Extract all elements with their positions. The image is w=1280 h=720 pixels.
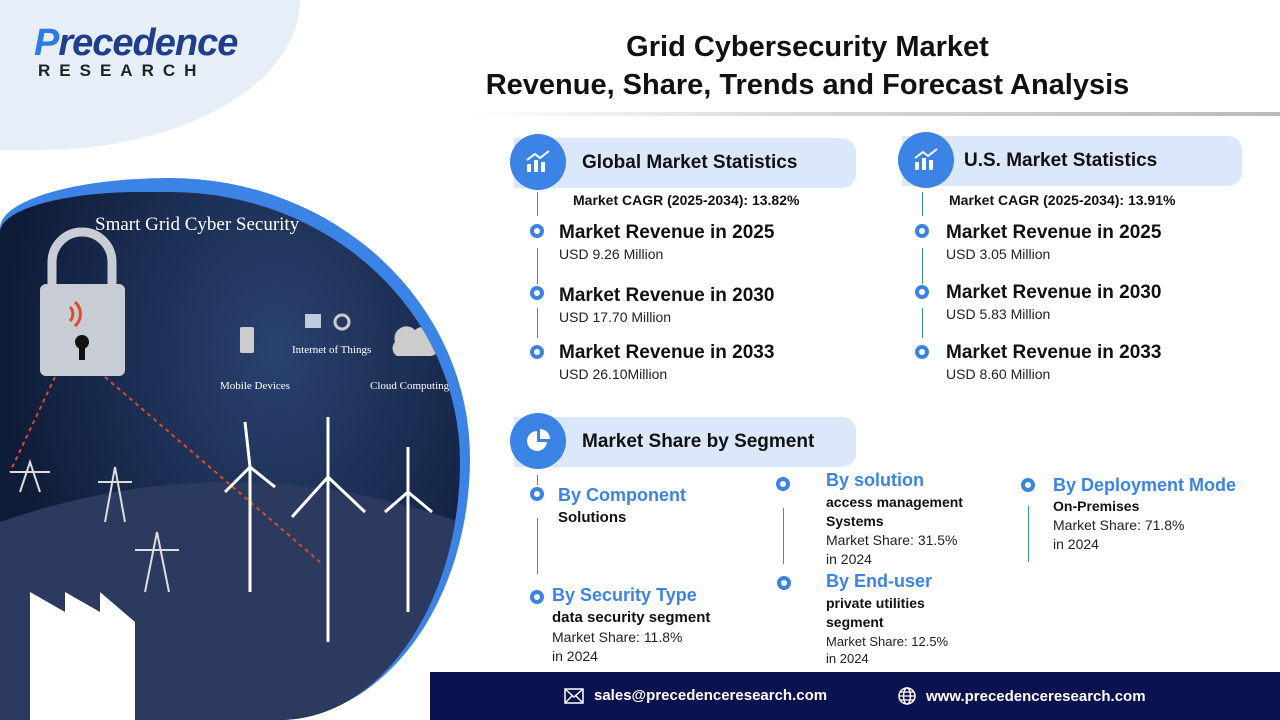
bullet-icon	[915, 345, 929, 359]
component-title: By Component	[558, 485, 686, 505]
mobile-devices-label: Mobile Devices	[220, 380, 290, 392]
wind-turbine-icon	[223, 417, 433, 642]
global-revenue-title: Market Revenue in 2030	[559, 285, 775, 306]
timeline-line	[922, 192, 923, 216]
security-type-share: Market Share: 11.8%	[552, 629, 683, 645]
bullet-icon	[915, 224, 929, 238]
logo-initial: P	[34, 22, 59, 64]
padlock-icon	[40, 227, 125, 376]
end-user-share: Market Share: 12.5%	[826, 634, 949, 649]
timeline-line	[1028, 506, 1029, 562]
timeline-line	[537, 518, 538, 574]
cloud-computing-label: Cloud Computing	[370, 380, 450, 392]
deployment-share: Market Share: 71.8%	[1053, 517, 1185, 533]
us-stats-header: U.S. Market Statistics	[898, 132, 1242, 188]
divider	[470, 112, 1280, 116]
end-user-year: in 2024	[826, 651, 869, 666]
factory-icon	[30, 592, 135, 720]
end-user-title: By End-user	[826, 571, 933, 591]
timeline-line	[922, 248, 923, 284]
logo-word: recedence	[58, 22, 238, 64]
solution-value: access management	[826, 494, 963, 510]
deployment-value: On-Premises	[1053, 498, 1140, 514]
timeline-line	[537, 308, 538, 338]
global-stats-header: Global Market Statistics	[510, 134, 856, 190]
title-line-1: Grid Cybersecurity Market	[626, 31, 989, 63]
smart-grid-illustration: Smart Grid Cyber Security Internet of Th…	[0, 192, 460, 720]
email-link[interactable]: sales@precedenceresearch.com	[594, 687, 828, 704]
solution-title: By solution	[826, 470, 924, 490]
end-user-value: private utilities	[826, 595, 925, 611]
timeline-line	[537, 248, 538, 284]
solution-share: Market Share: 31.5%	[826, 532, 958, 548]
bullet-icon	[1021, 478, 1035, 492]
footer-email[interactable]: sales@precedenceresearch.com	[564, 687, 827, 704]
global-revenue-value: USD 17.70 Million	[559, 309, 672, 325]
segment-header: Market Share by Segment	[510, 413, 856, 469]
footer-website[interactable]: www.precedenceresearch.com	[898, 687, 1146, 705]
global-stats-title: Global Market Statistics	[582, 152, 798, 173]
timeline-line	[537, 192, 538, 216]
end-user-value-cont: segment	[826, 614, 884, 630]
us-revenue-title: Market Revenue in 2033	[946, 342, 1162, 363]
chart-icon	[898, 132, 954, 188]
footer: sales@precedenceresearch.com www.precede…	[430, 672, 1280, 720]
illustration-heading: Smart Grid Cyber Security	[95, 214, 300, 235]
mail-icon	[564, 687, 584, 704]
bullet-icon	[530, 224, 544, 238]
us-revenue-value: USD 5.83 Million	[946, 306, 1051, 322]
solution-value-cont: Systems	[826, 513, 884, 529]
us-revenue-title: Market Revenue in 2030	[946, 282, 1162, 303]
us-stats-title: U.S. Market Statistics	[964, 150, 1158, 171]
globe-icon	[898, 687, 916, 705]
iot-label: Internet of Things	[292, 344, 372, 356]
security-type-title: By Security Type	[552, 585, 697, 605]
deployment-title: By Deployment Mode	[1053, 475, 1237, 495]
power-tower-icon	[10, 458, 179, 593]
timeline-line	[537, 475, 538, 485]
component-value: Solutions	[558, 509, 627, 526]
title-line-2: Revenue, Share, Trends and Forecast Anal…	[485, 69, 1130, 101]
website-link[interactable]: www.precedenceresearch.com	[926, 687, 1146, 705]
segment-title: Market Share by Segment	[582, 431, 815, 452]
us-revenue-value: USD 8.60 Million	[946, 366, 1051, 382]
global-revenue-title: Market Revenue in 2033	[559, 342, 775, 363]
us-revenue-title: Market Revenue in 2025	[946, 222, 1162, 243]
bullet-icon	[530, 590, 544, 604]
us-cagr: Market CAGR (2025-2034): 13.91%	[949, 192, 1176, 208]
logo-subtitle: RESEARCH	[38, 61, 206, 80]
pie-chart-icon	[510, 413, 566, 469]
logo: Precedence RESEARCH	[34, 22, 238, 81]
solution-year: in 2024	[826, 551, 872, 567]
timeline-line	[783, 508, 784, 564]
security-type-value: data security segment	[552, 609, 711, 626]
bullet-icon	[776, 477, 790, 491]
page-title: Grid Cybersecurity Market Revenue, Share…	[440, 28, 1175, 104]
deployment-year: in 2024	[1053, 536, 1099, 552]
chart-icon	[510, 134, 566, 190]
global-revenue-value: USD 26.10Million	[559, 366, 668, 382]
global-revenue-value: USD 9.26 Million	[559, 246, 664, 262]
bullet-icon	[915, 285, 929, 299]
timeline-line	[922, 308, 923, 338]
bullet-icon	[530, 345, 544, 359]
security-type-year: in 2024	[552, 648, 598, 664]
bullet-icon	[777, 576, 791, 590]
us-revenue-value: USD 3.05 Million	[946, 246, 1051, 262]
bullet-icon	[530, 487, 544, 501]
global-revenue-title: Market Revenue in 2025	[559, 222, 775, 243]
global-cagr: Market CAGR (2025-2034): 13.82%	[573, 192, 800, 208]
bullet-icon	[530, 286, 544, 300]
